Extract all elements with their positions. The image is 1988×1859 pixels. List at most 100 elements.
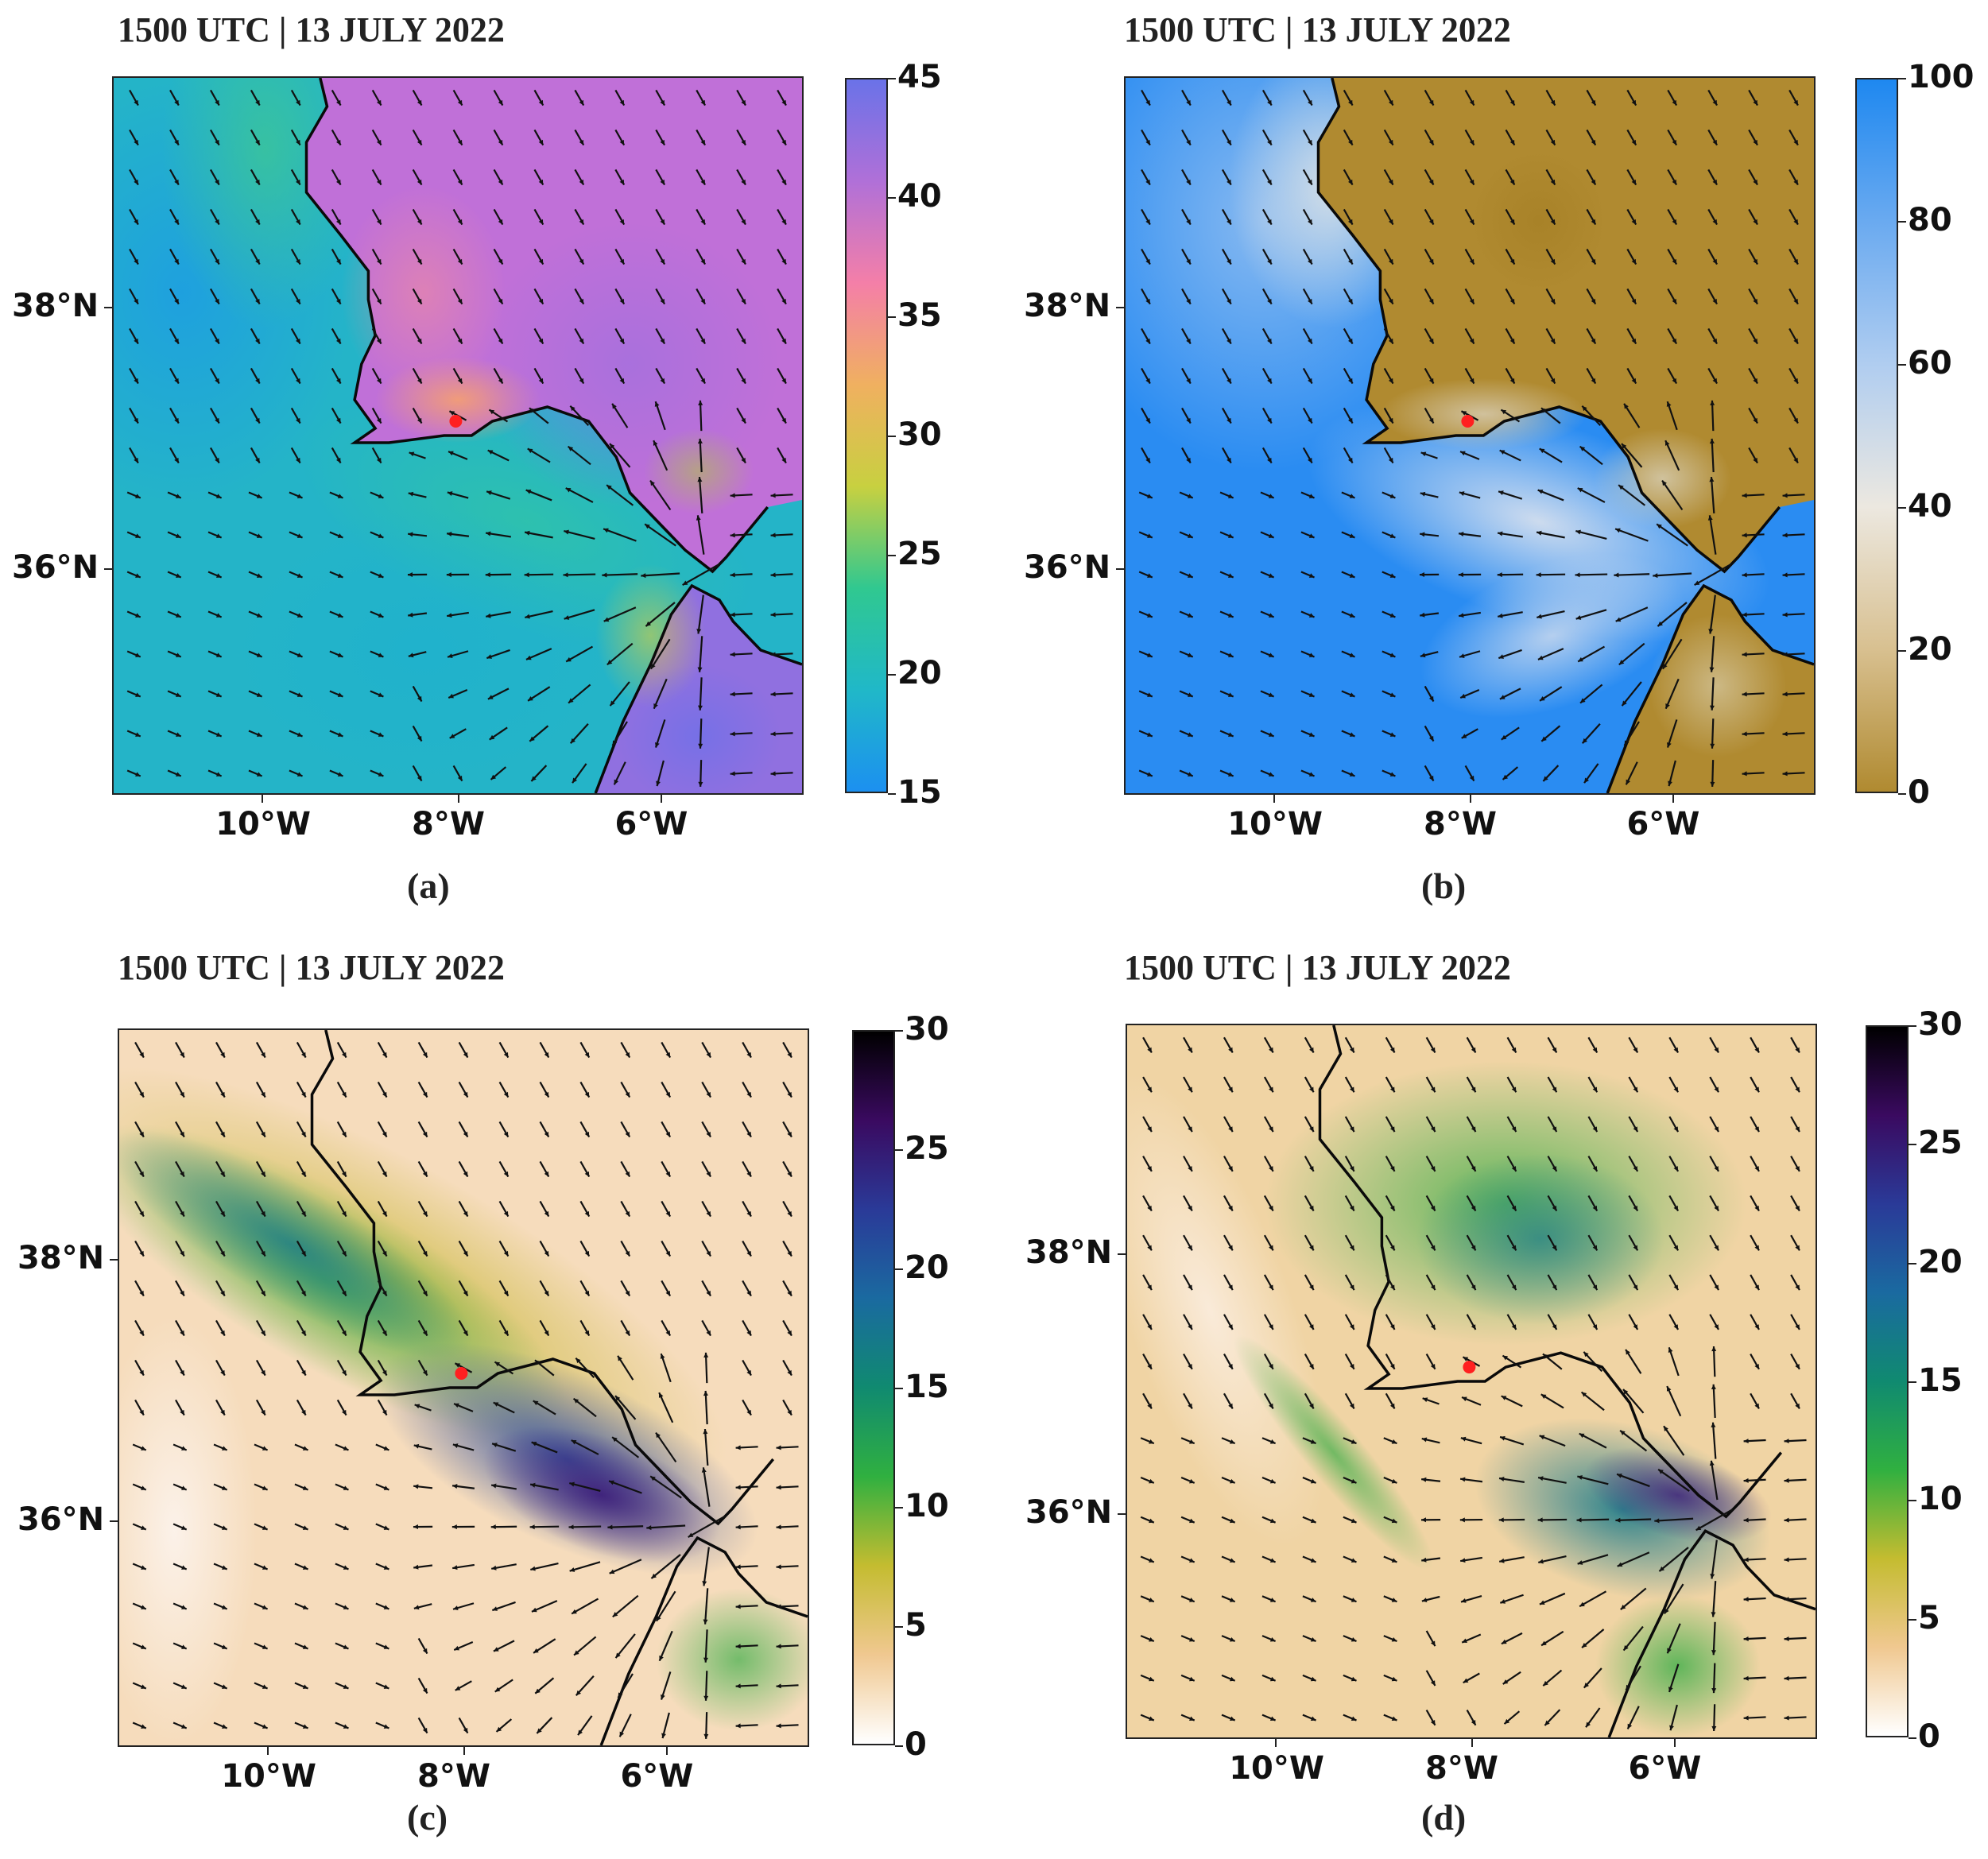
wind-arrowhead — [1269, 1558, 1276, 1563]
wind-arrowhead — [1711, 1650, 1716, 1656]
wind-arrowhead — [660, 179, 665, 185]
wind-arrowhead — [1509, 258, 1515, 265]
wind-arrowhead — [741, 258, 746, 265]
wind-arrowhead — [1188, 1363, 1192, 1369]
wind-arrowhead — [1633, 1166, 1638, 1172]
wind-arrowhead — [1579, 1601, 1585, 1607]
wind-arrowhead — [1672, 99, 1677, 106]
wind-arrowhead — [180, 1330, 184, 1336]
wind-arrowhead — [1673, 1126, 1679, 1133]
wind-arrow — [606, 642, 634, 666]
wind-arrowhead — [1711, 1346, 1717, 1352]
wind-arrowhead — [376, 99, 382, 106]
wind-arrowhead — [1618, 485, 1624, 490]
wind-arrowhead — [609, 1569, 615, 1574]
wind-arrowhead — [1188, 613, 1193, 618]
wind-arrow — [645, 602, 676, 627]
wind-arrowhead — [1350, 1126, 1354, 1133]
wind-arrowhead — [336, 258, 341, 265]
wind-arrowhead — [1460, 693, 1466, 699]
wind-arrowhead — [1269, 1518, 1276, 1524]
wind-arrowhead — [457, 258, 463, 265]
wind-arrowhead — [1793, 298, 1798, 304]
wind-arrowhead — [730, 572, 735, 578]
wind-arrowhead — [215, 219, 219, 225]
wind-arrowhead — [619, 1731, 625, 1737]
wind-arrowhead — [1188, 772, 1193, 777]
wind-arrowhead — [538, 219, 544, 225]
wind-arrowhead — [1267, 417, 1272, 424]
wind-arrowhead — [382, 1250, 387, 1257]
wind-arrowhead — [534, 1360, 541, 1365]
wind-arrow — [649, 1475, 682, 1499]
wind-arrowhead — [1627, 1723, 1633, 1729]
wind-arrowhead — [1145, 298, 1150, 304]
wind-arrow — [704, 1671, 708, 1701]
wind-arrowhead — [573, 1398, 579, 1404]
africa-coastline — [594, 583, 802, 793]
wind-arrowhead — [1189, 1478, 1195, 1484]
wind-arrowhead — [455, 1363, 461, 1368]
wind-arrowhead — [572, 1609, 577, 1614]
colorbar-tick-label: 25 — [1918, 1125, 1963, 1162]
wind-arrowhead — [706, 1250, 711, 1257]
wind-arrowhead — [486, 531, 491, 536]
wind-arrowhead — [376, 457, 382, 463]
wind-arrowhead — [706, 1290, 711, 1296]
wind-arrowhead — [1666, 1386, 1672, 1392]
wind-arrowhead — [1550, 258, 1556, 265]
wind-arrowhead — [584, 1290, 590, 1296]
wind-arrowhead — [1502, 1679, 1509, 1684]
wind-arrowhead — [1615, 617, 1622, 622]
wind-arrowhead — [1147, 772, 1153, 777]
wind-arrowhead — [141, 1485, 146, 1490]
wind-arrowhead — [1228, 1284, 1233, 1291]
wind-arrowhead — [665, 1290, 671, 1296]
wind-arrowhead — [141, 1684, 146, 1689]
wind-arrow — [1614, 573, 1650, 576]
wind-arrow — [699, 400, 703, 432]
wind-arrow — [1537, 1476, 1567, 1484]
wind-arrowhead — [735, 1604, 741, 1609]
wind-arrowhead — [1577, 488, 1583, 493]
wind-arrow — [696, 515, 705, 555]
colorbar-tick-mark — [895, 1507, 903, 1509]
wind-arrowhead — [1711, 1384, 1716, 1389]
wind-arrowhead — [1579, 446, 1586, 451]
wind-arrowhead — [1420, 491, 1426, 497]
wind-arrowhead — [336, 298, 341, 304]
station-marker — [455, 1367, 468, 1380]
wind-arrowhead — [1592, 1166, 1598, 1172]
wind-arrowhead — [529, 1524, 535, 1530]
wind-arrowhead — [544, 1330, 549, 1336]
wind-arrow — [569, 1561, 601, 1572]
wind-arrowhead — [1267, 219, 1272, 225]
lat-tick-mark — [110, 1520, 118, 1522]
wind-arrowhead — [1145, 417, 1150, 424]
wind-arrowhead — [1502, 774, 1509, 780]
wind-arrowhead — [176, 692, 181, 697]
wind-arrow — [1661, 638, 1683, 670]
wind-arrowhead — [1310, 1518, 1316, 1524]
map-field — [119, 1030, 808, 1745]
wind-arrowhead — [180, 1051, 184, 1058]
wind-arrowhead — [1710, 1574, 1715, 1579]
lat-tick-label: 38°N — [1025, 1234, 1113, 1271]
wind-arrowhead — [776, 1485, 781, 1490]
wind-arrowhead — [262, 1724, 268, 1729]
land-blob — [1649, 614, 1787, 757]
wind-arrowhead — [579, 139, 584, 145]
wind-arrowhead — [700, 298, 706, 304]
wind-arrowhead — [1308, 613, 1315, 618]
wind-arrowhead — [302, 1446, 308, 1450]
wind-arrow — [658, 1630, 673, 1662]
wind-arrowhead — [1147, 494, 1153, 498]
wind-arrow — [1668, 1663, 1680, 1693]
field-blob — [216, 507, 630, 793]
lon-tick-mark — [267, 1747, 269, 1755]
wind-arrowhead — [1709, 477, 1715, 482]
wind-arrowhead — [1469, 338, 1475, 344]
wind-arrowhead — [1714, 1205, 1719, 1211]
panel-title: 1500 UTC | 13 JULY 2022 — [1124, 948, 1511, 987]
wind-arrowhead — [1460, 1477, 1466, 1482]
